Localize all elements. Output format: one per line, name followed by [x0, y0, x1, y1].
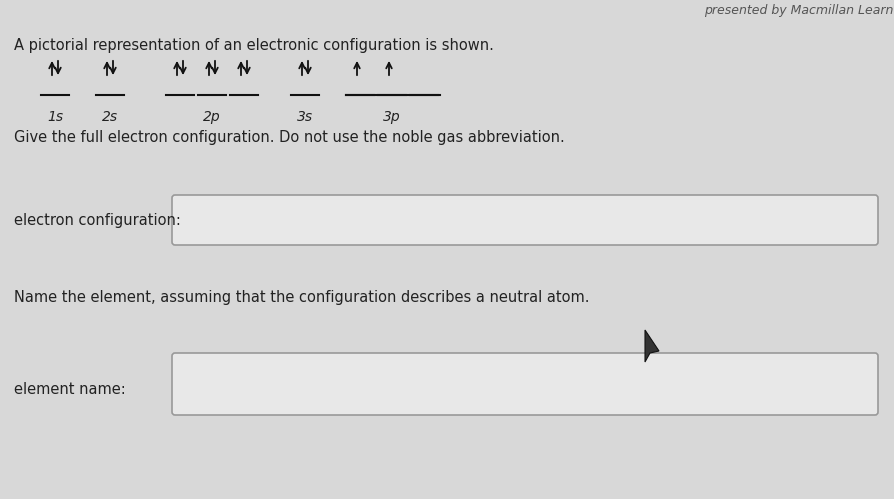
Text: Give the full electron configuration. Do not use the noble gas abbreviation.: Give the full electron configuration. Do… [14, 130, 564, 145]
Text: 3p: 3p [383, 110, 401, 124]
Text: 2s: 2s [102, 110, 118, 124]
Text: 3s: 3s [297, 110, 313, 124]
Text: 2p: 2p [203, 110, 221, 124]
FancyBboxPatch shape [172, 195, 877, 245]
Polygon shape [645, 330, 658, 362]
Text: element name:: element name: [14, 383, 126, 398]
Text: 1s: 1s [46, 110, 63, 124]
Text: Name the element, assuming that the configuration describes a neutral atom.: Name the element, assuming that the conf… [14, 290, 589, 305]
Text: electron configuration:: electron configuration: [14, 213, 181, 228]
FancyBboxPatch shape [172, 353, 877, 415]
Text: A pictorial representation of an electronic configuration is shown.: A pictorial representation of an electro… [14, 38, 493, 53]
Text: presented by Macmillan Learn: presented by Macmillan Learn [703, 4, 892, 17]
